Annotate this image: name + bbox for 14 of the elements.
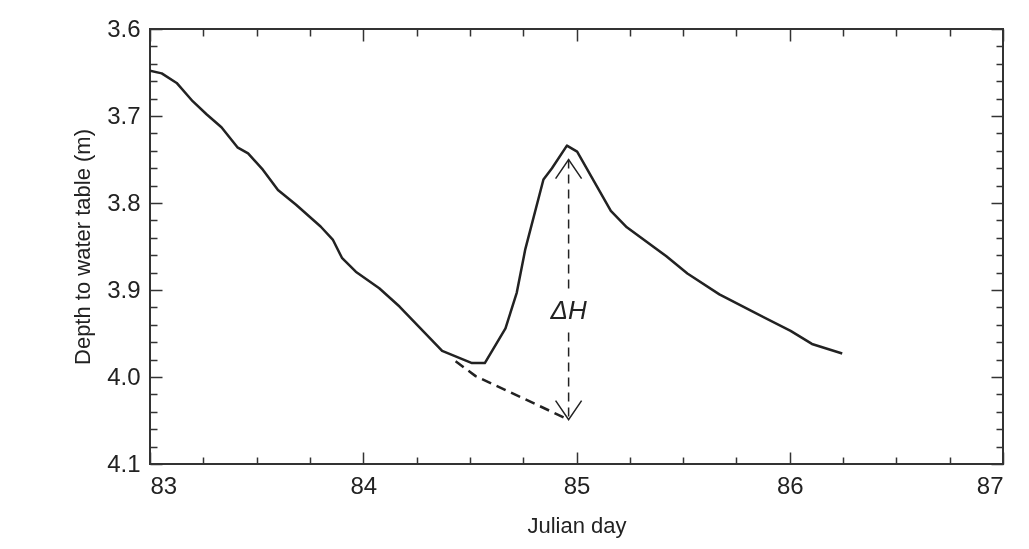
x-tick-label: 86 bbox=[776, 471, 804, 499]
y-axis-title: Depth to water table (m) bbox=[70, 129, 96, 365]
x-tick-label: 87 bbox=[976, 471, 1004, 499]
y-tick-label: 3.7 bbox=[107, 101, 141, 129]
y-tick-label: 3.8 bbox=[107, 188, 141, 216]
x-tick-label: 84 bbox=[350, 471, 378, 499]
y-tick-label: 3.9 bbox=[107, 275, 141, 303]
annotation: ΔH bbox=[549, 295, 587, 326]
y-tick-label: 4.0 bbox=[107, 362, 141, 390]
x-tick-label: 85 bbox=[563, 471, 591, 499]
x-axis-title: Julian day bbox=[527, 512, 627, 538]
x-tick-label: 83 bbox=[150, 471, 178, 499]
y-tick-label: 3.6 bbox=[107, 14, 141, 42]
y-tick-label: 4.1 bbox=[107, 449, 141, 477]
